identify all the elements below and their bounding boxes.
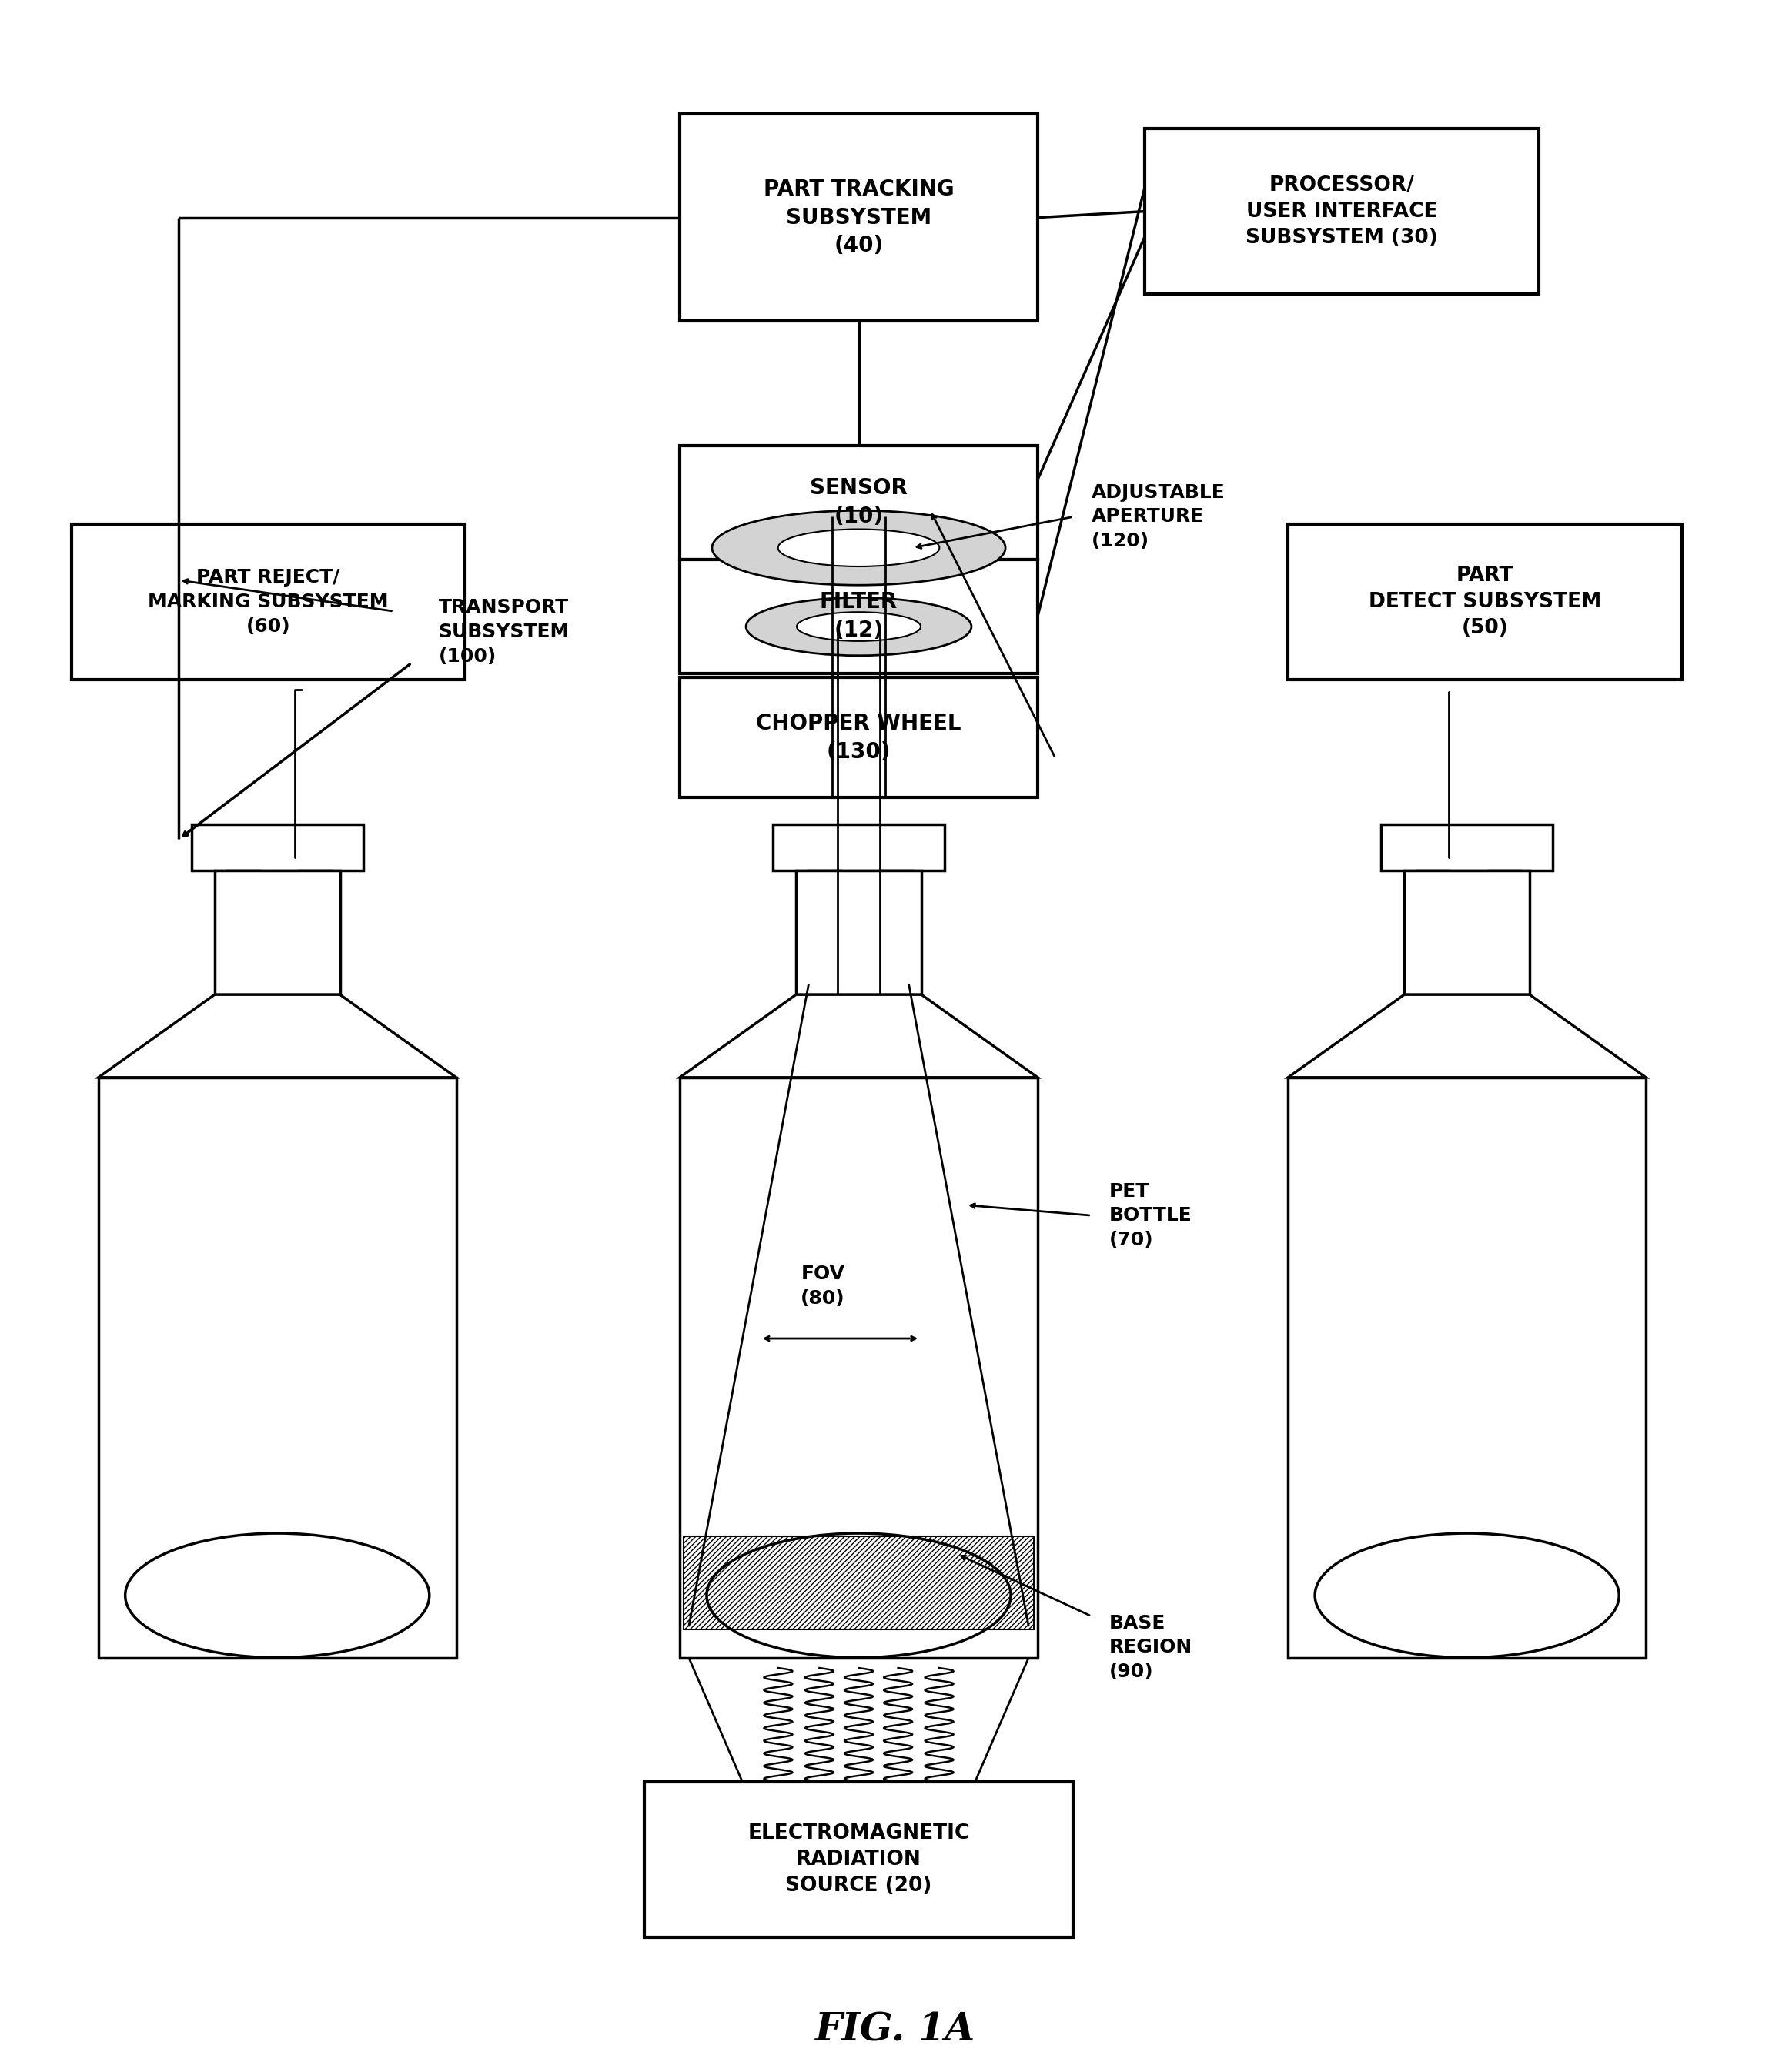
FancyBboxPatch shape — [680, 114, 1038, 321]
Text: SENSOR
(10): SENSOR (10) — [810, 477, 907, 528]
FancyBboxPatch shape — [680, 445, 1038, 559]
FancyBboxPatch shape — [299, 870, 331, 908]
FancyBboxPatch shape — [98, 1077, 456, 1658]
Text: BASE
REGION
(90): BASE REGION (90) — [1109, 1614, 1193, 1680]
Text: CHOPPER WHEEL
(130): CHOPPER WHEEL (130) — [757, 713, 961, 762]
FancyBboxPatch shape — [1488, 870, 1521, 908]
Text: PET
BOTTLE
(70): PET BOTTLE (70) — [1109, 1181, 1191, 1249]
Text: PROCESSOR/
USER INTERFACE
SUBSYSTEM (30): PROCESSOR/ USER INTERFACE SUBSYSTEM (30) — [1245, 176, 1438, 247]
Ellipse shape — [778, 528, 939, 566]
FancyBboxPatch shape — [191, 825, 363, 870]
Ellipse shape — [1315, 1533, 1619, 1658]
FancyBboxPatch shape — [796, 870, 921, 995]
FancyBboxPatch shape — [680, 559, 1038, 673]
Polygon shape — [98, 995, 456, 1077]
FancyBboxPatch shape — [227, 870, 259, 908]
Text: TRANSPORT
SUBSYSTEM
(100): TRANSPORT SUBSYSTEM (100) — [438, 599, 569, 665]
FancyBboxPatch shape — [809, 870, 841, 908]
Text: FOV
(80): FOV (80) — [801, 1264, 844, 1307]
FancyBboxPatch shape — [680, 678, 1038, 798]
Ellipse shape — [712, 510, 1005, 584]
FancyBboxPatch shape — [1288, 1077, 1646, 1658]
FancyBboxPatch shape — [680, 1077, 1038, 1658]
Text: FIG. 1A: FIG. 1A — [814, 2012, 975, 2049]
FancyBboxPatch shape — [1417, 870, 1449, 908]
Text: PART REJECT/
MARKING SUBSYSTEM
(60): PART REJECT/ MARKING SUBSYSTEM (60) — [148, 568, 388, 636]
Text: FILTER
(12): FILTER (12) — [819, 591, 898, 642]
Ellipse shape — [746, 597, 971, 655]
FancyBboxPatch shape — [1381, 825, 1553, 870]
Polygon shape — [680, 995, 1038, 1077]
FancyBboxPatch shape — [1145, 128, 1539, 294]
Ellipse shape — [125, 1533, 429, 1658]
FancyBboxPatch shape — [644, 1782, 1073, 1937]
Ellipse shape — [707, 1533, 1011, 1658]
Text: PART TRACKING
SUBSYSTEM
(40): PART TRACKING SUBSYSTEM (40) — [764, 178, 954, 257]
FancyBboxPatch shape — [215, 870, 340, 995]
FancyBboxPatch shape — [773, 825, 945, 870]
Text: PART
DETECT SUBSYSTEM
(50): PART DETECT SUBSYSTEM (50) — [1369, 566, 1601, 638]
FancyBboxPatch shape — [1288, 524, 1682, 680]
Ellipse shape — [796, 611, 921, 640]
Text: ELECTROMAGNETIC
RADIATION
SOURCE (20): ELECTROMAGNETIC RADIATION SOURCE (20) — [748, 1823, 970, 1896]
Text: ADJUSTABLE
APERTURE
(120): ADJUSTABLE APERTURE (120) — [1091, 483, 1225, 551]
FancyBboxPatch shape — [1404, 870, 1530, 995]
Polygon shape — [1288, 995, 1646, 1077]
FancyBboxPatch shape — [72, 524, 465, 680]
FancyBboxPatch shape — [880, 870, 912, 908]
